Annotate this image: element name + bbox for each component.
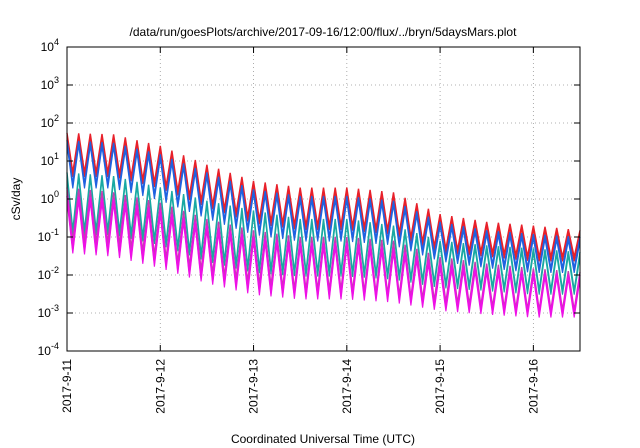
y-tick-label: 103 (41, 75, 59, 92)
x-tick-label: 2017-9-11 (60, 359, 74, 413)
y-tick-label: 102 (41, 113, 59, 130)
y-tick-label: 100 (41, 189, 59, 206)
y-tick-label: 10-2 (38, 265, 59, 282)
x-axis: 2017-9-11 2017-9-12 2017-9-13 2017-9-14 2017… (60, 47, 540, 414)
y-tick-label: 10-3 (38, 303, 59, 320)
x-tick-label: 2017-9-13 (247, 359, 261, 414)
y-tick-label: 104 (41, 37, 59, 54)
series-group (66, 132, 581, 318)
y-axis: 10-4 10-3 10-2 10-1 100 101 102 103 104 (38, 37, 580, 358)
y-tick-label: 10-1 (38, 227, 59, 244)
y-axis-label: cSv/day (9, 178, 23, 221)
y-tick-label: 101 (41, 151, 59, 168)
x-tick-label: 2017-9-15 (433, 359, 447, 414)
series-line-5 (66, 200, 581, 318)
series-line-3 (66, 176, 581, 295)
x-axis-label: Coordinated Universal Time (UTC) (231, 432, 415, 446)
y-tick-label: 10-4 (38, 341, 59, 358)
series-line-1 (66, 137, 581, 262)
x-tick-label: 2017-9-14 (340, 359, 354, 414)
x-tick-label: 2017-9-12 (153, 359, 167, 414)
chart-title: /data/run/goesPlots/archive/2017-09-16/1… (130, 25, 518, 39)
series-line-2 (66, 144, 581, 274)
x-tick-label: 2017-9-16 (526, 359, 540, 414)
